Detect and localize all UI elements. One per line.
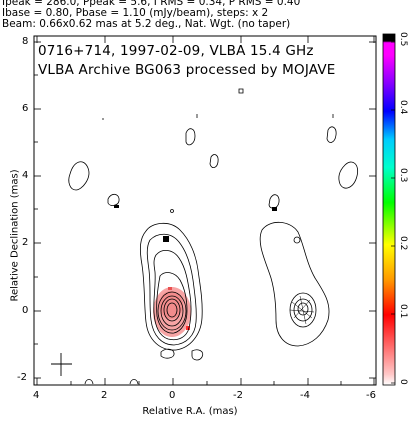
y-tick-label: 6 xyxy=(22,103,29,114)
colorbar-tick-label: 0 xyxy=(398,379,408,385)
x-tick-label: -2 xyxy=(233,390,243,401)
polarization-color-fill xyxy=(114,205,277,337)
y-tick-label: -2 xyxy=(17,372,27,383)
y-axis-ticks xyxy=(34,41,376,379)
x-tick-label: 0 xyxy=(169,390,176,401)
colorbar-ticks xyxy=(391,41,395,384)
plot-title-line1: 0716+714, 1997-02-09, VLBA 15.4 GHz xyxy=(38,43,314,59)
y-tick-label: 8 xyxy=(22,36,29,47)
plot-frame xyxy=(33,35,377,386)
x-tick-label: 4 xyxy=(33,390,40,401)
polarization-contours xyxy=(259,221,330,347)
noise-contours xyxy=(68,88,359,385)
x-axis-label: Relative R.A. (mas) xyxy=(142,406,238,417)
x-tick-label: -4 xyxy=(300,390,310,401)
colorbar-tick-label: 0.1 xyxy=(398,304,408,319)
colorbar xyxy=(382,33,396,386)
core-contours xyxy=(139,222,203,351)
colorbar-tick-label: 0.2 xyxy=(398,236,408,251)
plot-title-line2: VLBA Archive BG063 processed by MOJAVE xyxy=(38,62,336,78)
header-peak-rms: Ipeak = 286.0, Ppeak = 5.6, I RMS = 0.34… xyxy=(2,0,301,8)
y-tick-label: 4 xyxy=(22,170,29,181)
colorbar-tick-label: 0.3 xyxy=(398,168,408,183)
beam-cross xyxy=(51,353,72,376)
x-tick-label: 2 xyxy=(101,390,108,401)
y-axis-label: Relative Declination (mas) xyxy=(9,169,21,302)
x-tick-label: -6 xyxy=(366,390,376,401)
colorbar-tick-label: 0.4 xyxy=(398,100,408,115)
x-axis-ticks xyxy=(36,36,375,385)
header-beam: Beam: 0.66x0.62 mas at 5.2 deg., Nat. Wg… xyxy=(2,18,291,30)
y-tick-label: 2 xyxy=(22,237,29,248)
header-base-steps: Ibase = 0.80, Pbase = 1.10 (mJy/beam), s… xyxy=(2,7,269,19)
y-tick-label: 0 xyxy=(22,305,29,316)
colorbar-tick-label: 0.5 xyxy=(398,32,408,47)
